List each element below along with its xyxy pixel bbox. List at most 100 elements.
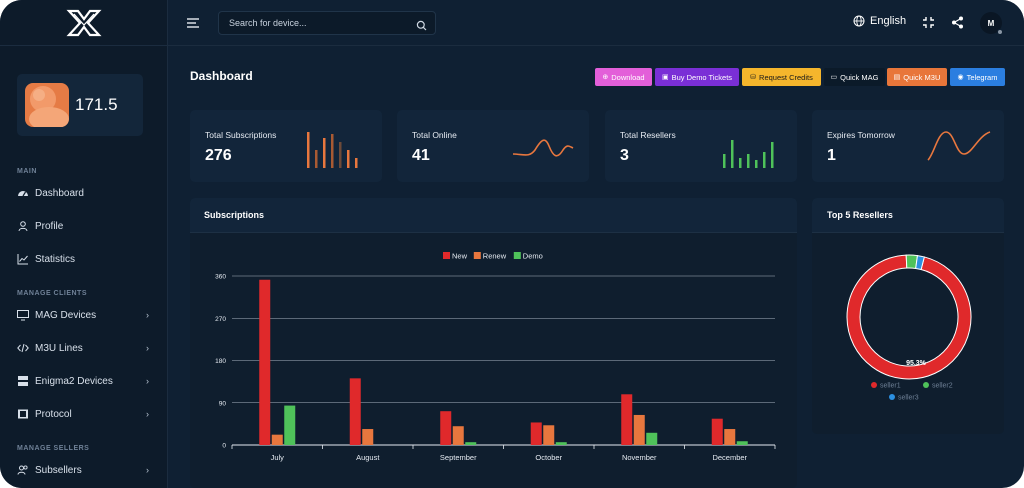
subscriptions-panel: Subscriptions 0 90 180 270 360 July August Sept… xyxy=(190,198,797,488)
stat-card-expires-tomorrow: Expires Tomorrow 1 xyxy=(812,110,1004,182)
sidebar-item-m3u-lines[interactable]: M3U Lines › xyxy=(17,338,153,358)
legend-label[interactable]: seller3 xyxy=(898,395,919,402)
logo[interactable] xyxy=(0,0,167,46)
telegram-icon: ◉ xyxy=(957,74,964,81)
bar-renew-july[interactable] xyxy=(271,434,283,445)
fullscreen-exit-icon[interactable] xyxy=(922,16,935,34)
quick-m3u-button[interactable]: ▤ Quick M3U xyxy=(887,68,947,86)
legend-label[interactable]: seller2 xyxy=(932,383,953,390)
search-input[interactable] xyxy=(229,18,409,28)
user-avatar[interactable]: M xyxy=(980,12,1003,35)
quick-mag-button[interactable]: ▭ Quick MAG xyxy=(824,68,885,86)
bar-renew-september[interactable] xyxy=(452,426,464,445)
bar-demo-september[interactable] xyxy=(465,442,477,445)
sidebar-item-label: Protocol xyxy=(35,408,72,420)
y-tick-label: 0 xyxy=(222,443,226,450)
sidebar-item-subsellers[interactable]: Subsellers › xyxy=(17,460,153,480)
chevron-right-icon: › xyxy=(146,310,149,320)
stat-card-total-resellers: Total Resellers 3 xyxy=(605,110,797,182)
section-manage-clients: MANAGE CLIENTS xyxy=(17,290,87,297)
sidebar-item-statistics[interactable]: Statistics xyxy=(17,249,153,269)
sidebar-item-enigma2-devices[interactable]: Enigma2 Devices › xyxy=(17,371,153,391)
dashboard-icon xyxy=(17,187,29,199)
bar-new-july[interactable] xyxy=(259,279,271,445)
tv-icon: ▭ xyxy=(830,74,838,81)
donut-slice-seller3[interactable] xyxy=(915,255,925,271)
x-tick-label: October xyxy=(535,453,562,462)
search-icon[interactable] xyxy=(416,18,427,36)
legend-label[interactable]: New xyxy=(452,252,468,261)
legend-label[interactable]: Renew xyxy=(483,252,507,261)
bar-renew-november[interactable] xyxy=(633,414,645,445)
legend-label[interactable]: seller1 xyxy=(880,383,901,390)
code-icon xyxy=(17,342,29,354)
stat-value: 3 xyxy=(620,147,629,164)
stat-value: 41 xyxy=(412,147,430,164)
x-tick-label: September xyxy=(440,453,477,462)
legend-dot xyxy=(871,382,877,388)
resellers-donut-chart: 95.3% seller1 seller2 seller3 xyxy=(846,254,972,402)
bar-demo-october[interactable] xyxy=(555,442,567,445)
ticket-icon: ▣ xyxy=(661,74,669,81)
chevron-right-icon: › xyxy=(146,465,149,475)
bar-new-september[interactable] xyxy=(440,411,452,445)
legend-label[interactable]: Demo xyxy=(523,252,543,261)
stat-value: 276 xyxy=(205,147,232,164)
bar-new-december[interactable] xyxy=(711,418,723,445)
sidebar-item-profile[interactable]: Profile xyxy=(17,216,153,236)
y-tick-label: 90 xyxy=(219,400,227,407)
globe-icon xyxy=(853,15,865,27)
section-main: MAIN xyxy=(17,168,37,175)
bar-renew-december[interactable] xyxy=(724,429,736,445)
sidebar: 171.5 MAIN Dashboard Profile Statistics … xyxy=(0,0,168,488)
sidebar-item-mag-devices[interactable]: MAG Devices › xyxy=(17,305,153,325)
status-dot xyxy=(997,29,1003,35)
chevron-right-icon: › xyxy=(146,343,149,353)
bar-demo-july[interactable] xyxy=(284,405,296,445)
bar-new-november[interactable] xyxy=(621,394,633,445)
chart-icon xyxy=(17,253,29,265)
legend-swatch xyxy=(443,252,450,259)
panel-header xyxy=(812,198,1004,233)
sidebar-item-label: MAG Devices xyxy=(35,309,97,321)
bar-renew-october[interactable] xyxy=(543,425,555,445)
x-tick-label: July xyxy=(271,453,285,462)
sidebar-item-label: Dashboard xyxy=(35,187,84,199)
top-resellers-panel: Top 5 Resellers 95.3% seller1 seller2 sell… xyxy=(812,198,1004,434)
panel-title: Top 5 Resellers xyxy=(827,210,893,220)
request-credits-button[interactable]: ⛁ Request Credits xyxy=(742,68,821,86)
sparkline-bars-green xyxy=(723,140,774,168)
donut-slice-label: 95.3% xyxy=(906,360,927,367)
bar-new-august[interactable] xyxy=(349,378,361,445)
balance-value: 171.5 xyxy=(75,95,118,114)
buy-demo-tickets-button[interactable]: ▣ Buy Demo Tickets xyxy=(655,68,739,86)
y-tick-label: 180 xyxy=(215,358,226,365)
download-button[interactable]: ⊕ Download xyxy=(595,68,652,86)
section-manage-sellers: MANAGE SELLERS xyxy=(17,445,90,452)
sparkline-bars-orange xyxy=(307,132,358,168)
stat-value: 1 xyxy=(827,147,836,164)
sidebar-item-label: M3U Lines xyxy=(35,342,83,354)
menu-toggle-icon[interactable] xyxy=(186,16,200,30)
chevron-right-icon: › xyxy=(146,376,149,386)
brand-logo-icon xyxy=(65,9,102,36)
bar-demo-december[interactable] xyxy=(736,441,748,445)
telegram-button[interactable]: ◉ Telegram xyxy=(950,68,1005,86)
avatar-initial: M xyxy=(987,18,995,28)
donut-slice-seller1[interactable] xyxy=(846,254,972,380)
stat-label: Total Online xyxy=(412,130,457,140)
share-icon[interactable] xyxy=(951,16,964,34)
search-box xyxy=(218,11,436,35)
bar-demo-november[interactable] xyxy=(646,432,658,445)
sidebar-item-protocol[interactable]: Protocol › xyxy=(17,404,153,424)
sidebar-item-label: Subsellers xyxy=(35,464,82,476)
bar-new-october[interactable] xyxy=(530,422,542,445)
bar-renew-august[interactable] xyxy=(362,429,374,445)
sidebar-item-dashboard[interactable]: Dashboard xyxy=(17,183,153,203)
panel-header xyxy=(190,198,797,233)
sidebar-item-label: Statistics xyxy=(35,253,76,265)
sparkline-wave-orange xyxy=(512,139,574,157)
language-selector[interactable]: English xyxy=(853,15,906,27)
stat-label: Total Subscriptions xyxy=(205,130,277,140)
